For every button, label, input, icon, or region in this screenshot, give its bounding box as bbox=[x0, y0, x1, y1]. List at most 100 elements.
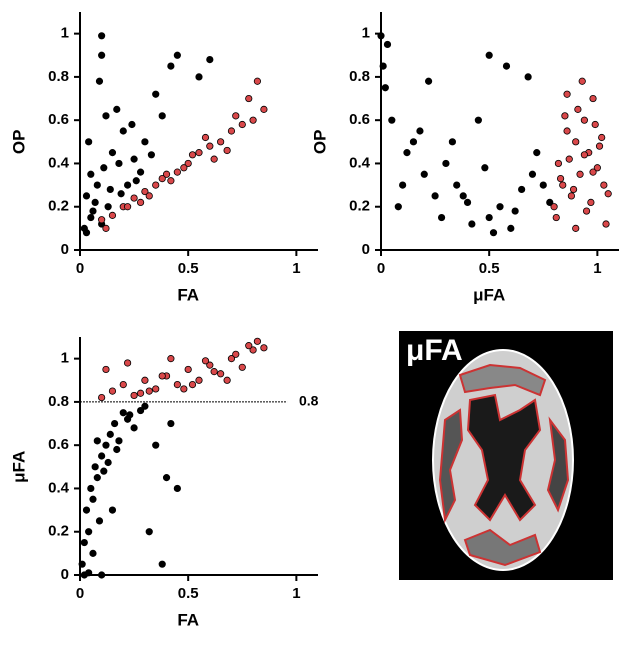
point bbox=[184, 365, 192, 374]
point bbox=[403, 149, 411, 157]
point bbox=[227, 127, 236, 135]
point bbox=[195, 149, 203, 157]
point bbox=[223, 146, 231, 155]
point bbox=[119, 127, 127, 135]
point bbox=[152, 385, 160, 393]
point bbox=[206, 142, 214, 150]
y-tick-label: 0.4 bbox=[349, 154, 371, 171]
point bbox=[147, 151, 155, 159]
y-tick-label: 0.6 bbox=[349, 111, 370, 128]
point bbox=[485, 213, 493, 222]
point bbox=[574, 105, 582, 113]
y-tick-label: 0.2 bbox=[48, 198, 69, 215]
point bbox=[496, 203, 504, 211]
x-tick-label: 0 bbox=[377, 260, 385, 277]
point bbox=[93, 437, 101, 445]
point bbox=[217, 138, 225, 146]
point bbox=[180, 164, 188, 172]
y-tick-label: 0 bbox=[61, 241, 69, 258]
point bbox=[158, 175, 166, 183]
y-axis-label: μFA bbox=[9, 451, 28, 483]
y-tick-label: 0 bbox=[61, 566, 69, 583]
point bbox=[569, 185, 578, 194]
point bbox=[113, 105, 121, 113]
y-tick-label: 0.6 bbox=[48, 111, 69, 128]
point bbox=[245, 94, 253, 103]
point bbox=[162, 170, 171, 178]
point bbox=[184, 159, 192, 168]
point bbox=[95, 517, 104, 525]
point bbox=[136, 406, 145, 415]
point bbox=[489, 229, 498, 237]
point bbox=[591, 120, 599, 129]
point bbox=[383, 40, 392, 49]
point bbox=[253, 77, 262, 85]
point bbox=[507, 224, 515, 232]
point bbox=[173, 380, 181, 389]
point bbox=[589, 94, 597, 103]
point bbox=[102, 365, 110, 374]
point bbox=[173, 51, 181, 59]
x-tick-label: 0 bbox=[76, 585, 84, 602]
point bbox=[563, 127, 571, 135]
scatter-plot: 0 0.5 1 0 0.2 0.4 0.6 0.8 1 μFA OP bbox=[310, 12, 619, 304]
point bbox=[108, 506, 117, 514]
point bbox=[195, 376, 203, 384]
point bbox=[113, 445, 121, 454]
y-tick-label: 1 bbox=[61, 350, 69, 367]
point bbox=[238, 363, 246, 371]
point bbox=[485, 51, 493, 59]
point bbox=[600, 181, 608, 189]
image-label: μFA bbox=[406, 334, 463, 367]
point bbox=[106, 430, 114, 438]
y-tick-label: 0 bbox=[362, 241, 370, 258]
point bbox=[130, 391, 138, 400]
point bbox=[93, 181, 101, 189]
point bbox=[388, 116, 396, 124]
y-tick-label: 1 bbox=[362, 25, 370, 42]
point bbox=[453, 181, 461, 189]
point bbox=[381, 84, 389, 92]
point bbox=[124, 181, 132, 189]
point bbox=[152, 90, 160, 98]
point bbox=[567, 192, 576, 200]
point bbox=[108, 149, 117, 157]
point bbox=[145, 528, 153, 536]
point bbox=[539, 181, 547, 189]
point bbox=[201, 133, 210, 142]
y-axis-label: OP bbox=[9, 130, 28, 155]
point bbox=[249, 346, 257, 354]
point bbox=[253, 337, 262, 345]
point bbox=[399, 181, 407, 189]
point bbox=[98, 32, 106, 40]
point bbox=[188, 151, 197, 159]
point bbox=[108, 211, 117, 219]
point bbox=[206, 55, 214, 64]
point bbox=[136, 389, 145, 397]
point bbox=[589, 168, 597, 176]
point bbox=[119, 409, 127, 417]
point bbox=[106, 185, 114, 194]
y-tick-label: 0.4 bbox=[48, 479, 70, 496]
point bbox=[188, 380, 197, 389]
point bbox=[85, 528, 93, 536]
point bbox=[409, 138, 418, 146]
point bbox=[572, 224, 580, 232]
point bbox=[533, 149, 541, 157]
point bbox=[115, 437, 123, 445]
point bbox=[180, 385, 188, 393]
point bbox=[424, 77, 433, 85]
ventricles bbox=[466, 393, 542, 522]
point bbox=[550, 203, 558, 211]
point bbox=[108, 387, 117, 395]
point bbox=[162, 474, 171, 482]
point bbox=[98, 51, 106, 59]
region bbox=[546, 416, 570, 513]
x-tick-label: 1 bbox=[292, 260, 300, 277]
point bbox=[587, 198, 595, 206]
point bbox=[524, 73, 532, 81]
point bbox=[87, 213, 95, 222]
point bbox=[249, 116, 257, 124]
point bbox=[463, 198, 472, 206]
